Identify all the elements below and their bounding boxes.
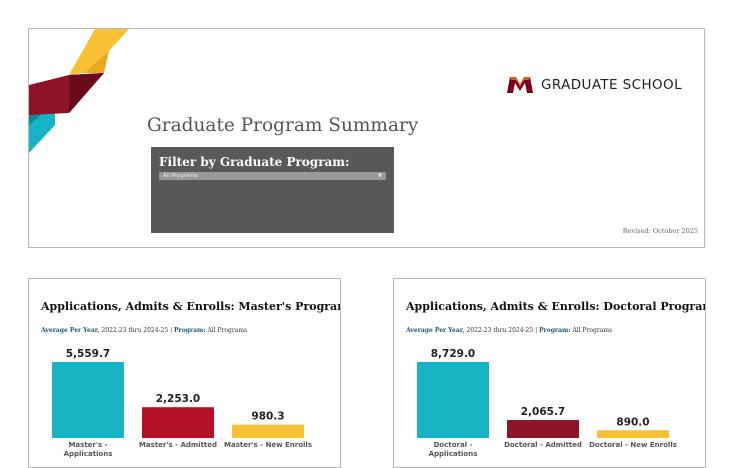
category-label-line2: Applications xyxy=(64,450,113,458)
category-label: Doctoral - Admitted xyxy=(504,441,582,449)
category-label: Doctoral - xyxy=(434,441,473,449)
category-label: Master's - xyxy=(68,441,107,449)
subtitle-program-value: All Programs xyxy=(572,327,613,334)
bar-value-label: 890.0 xyxy=(616,416,649,428)
subtitle-years: 2022-23 thru 2024-25 | xyxy=(466,327,538,334)
subtitle-years: 2022-23 thru 2024-25 | xyxy=(101,327,173,334)
subtitle-program-value: All Programs xyxy=(207,327,248,334)
revised-date: Revised: October 2025 xyxy=(622,227,698,235)
category-label: Master's - New Enrolls xyxy=(224,441,312,449)
chart-title: Applications, Admits & Enrolls: Master's… xyxy=(41,300,341,313)
chevron-down-icon: ▼ xyxy=(378,173,382,179)
brand-text: GRADUATE SCHOOL xyxy=(541,77,682,93)
university-m-logo-icon xyxy=(507,77,534,93)
bar-value-label: 5,559.7 xyxy=(66,348,111,360)
bar-1[interactable] xyxy=(52,362,124,438)
bar-value-label: 8,729.0 xyxy=(431,348,476,360)
bar-3[interactable] xyxy=(597,430,669,438)
bar-value-label: 2,065.7 xyxy=(521,406,566,418)
bar-value-label: 2,253.0 xyxy=(156,393,201,405)
page-title: Graduate Program Summary xyxy=(147,115,419,136)
masters-chart-card: Applications, Admits & Enrolls: Master's… xyxy=(28,278,341,468)
bar-1[interactable] xyxy=(417,362,489,438)
doctoral-bar-chart: 8,729.0 Doctoral -Applications 2,065.7 Doct… xyxy=(417,348,677,458)
subtitle-prefix: Average Per Year, xyxy=(41,327,100,334)
masters-bar-chart: 5,559.7 Master's -Applications 2,253.0 Mast… xyxy=(52,348,312,458)
chart-subtitle: Average Per Year, 2022-23 thru 2024-25 |… xyxy=(406,327,612,334)
filter-label: Filter by Graduate Program: xyxy=(159,155,350,169)
chart-subtitle: Average Per Year, 2022-23 thru 2024-25 |… xyxy=(41,327,247,334)
brand-logo[interactable]: GRADUATE SCHOOL xyxy=(507,77,682,93)
subtitle-program-label: Program: xyxy=(539,327,571,334)
bar-3[interactable] xyxy=(232,424,304,438)
bar-2[interactable] xyxy=(507,420,579,438)
chart-title: Applications, Admits & Enrolls: Doctoral… xyxy=(406,300,706,313)
bar-2[interactable] xyxy=(142,407,214,438)
program-filter-value: All Programs xyxy=(163,173,198,179)
subtitle-program-label: Program: xyxy=(174,327,206,334)
program-filter-dropdown[interactable]: All Programs ▼ xyxy=(159,172,386,180)
bar-value-label: 980.3 xyxy=(251,411,284,423)
subtitle-prefix: Average Per Year, xyxy=(406,327,465,334)
doctoral-chart-card: Applications, Admits & Enrolls: Doctoral… xyxy=(393,278,706,468)
category-label: Doctoral - New Enrolls xyxy=(589,441,677,449)
filter-panel: Filter by Graduate Program: All Programs… xyxy=(151,147,394,233)
decorative-ribbon-graphic xyxy=(29,29,129,153)
category-label: Master's - Admitted xyxy=(139,441,217,449)
header-card: GRADUATE SCHOOL Graduate Program Summary… xyxy=(28,28,705,248)
category-label-line2: Applications xyxy=(429,450,478,458)
